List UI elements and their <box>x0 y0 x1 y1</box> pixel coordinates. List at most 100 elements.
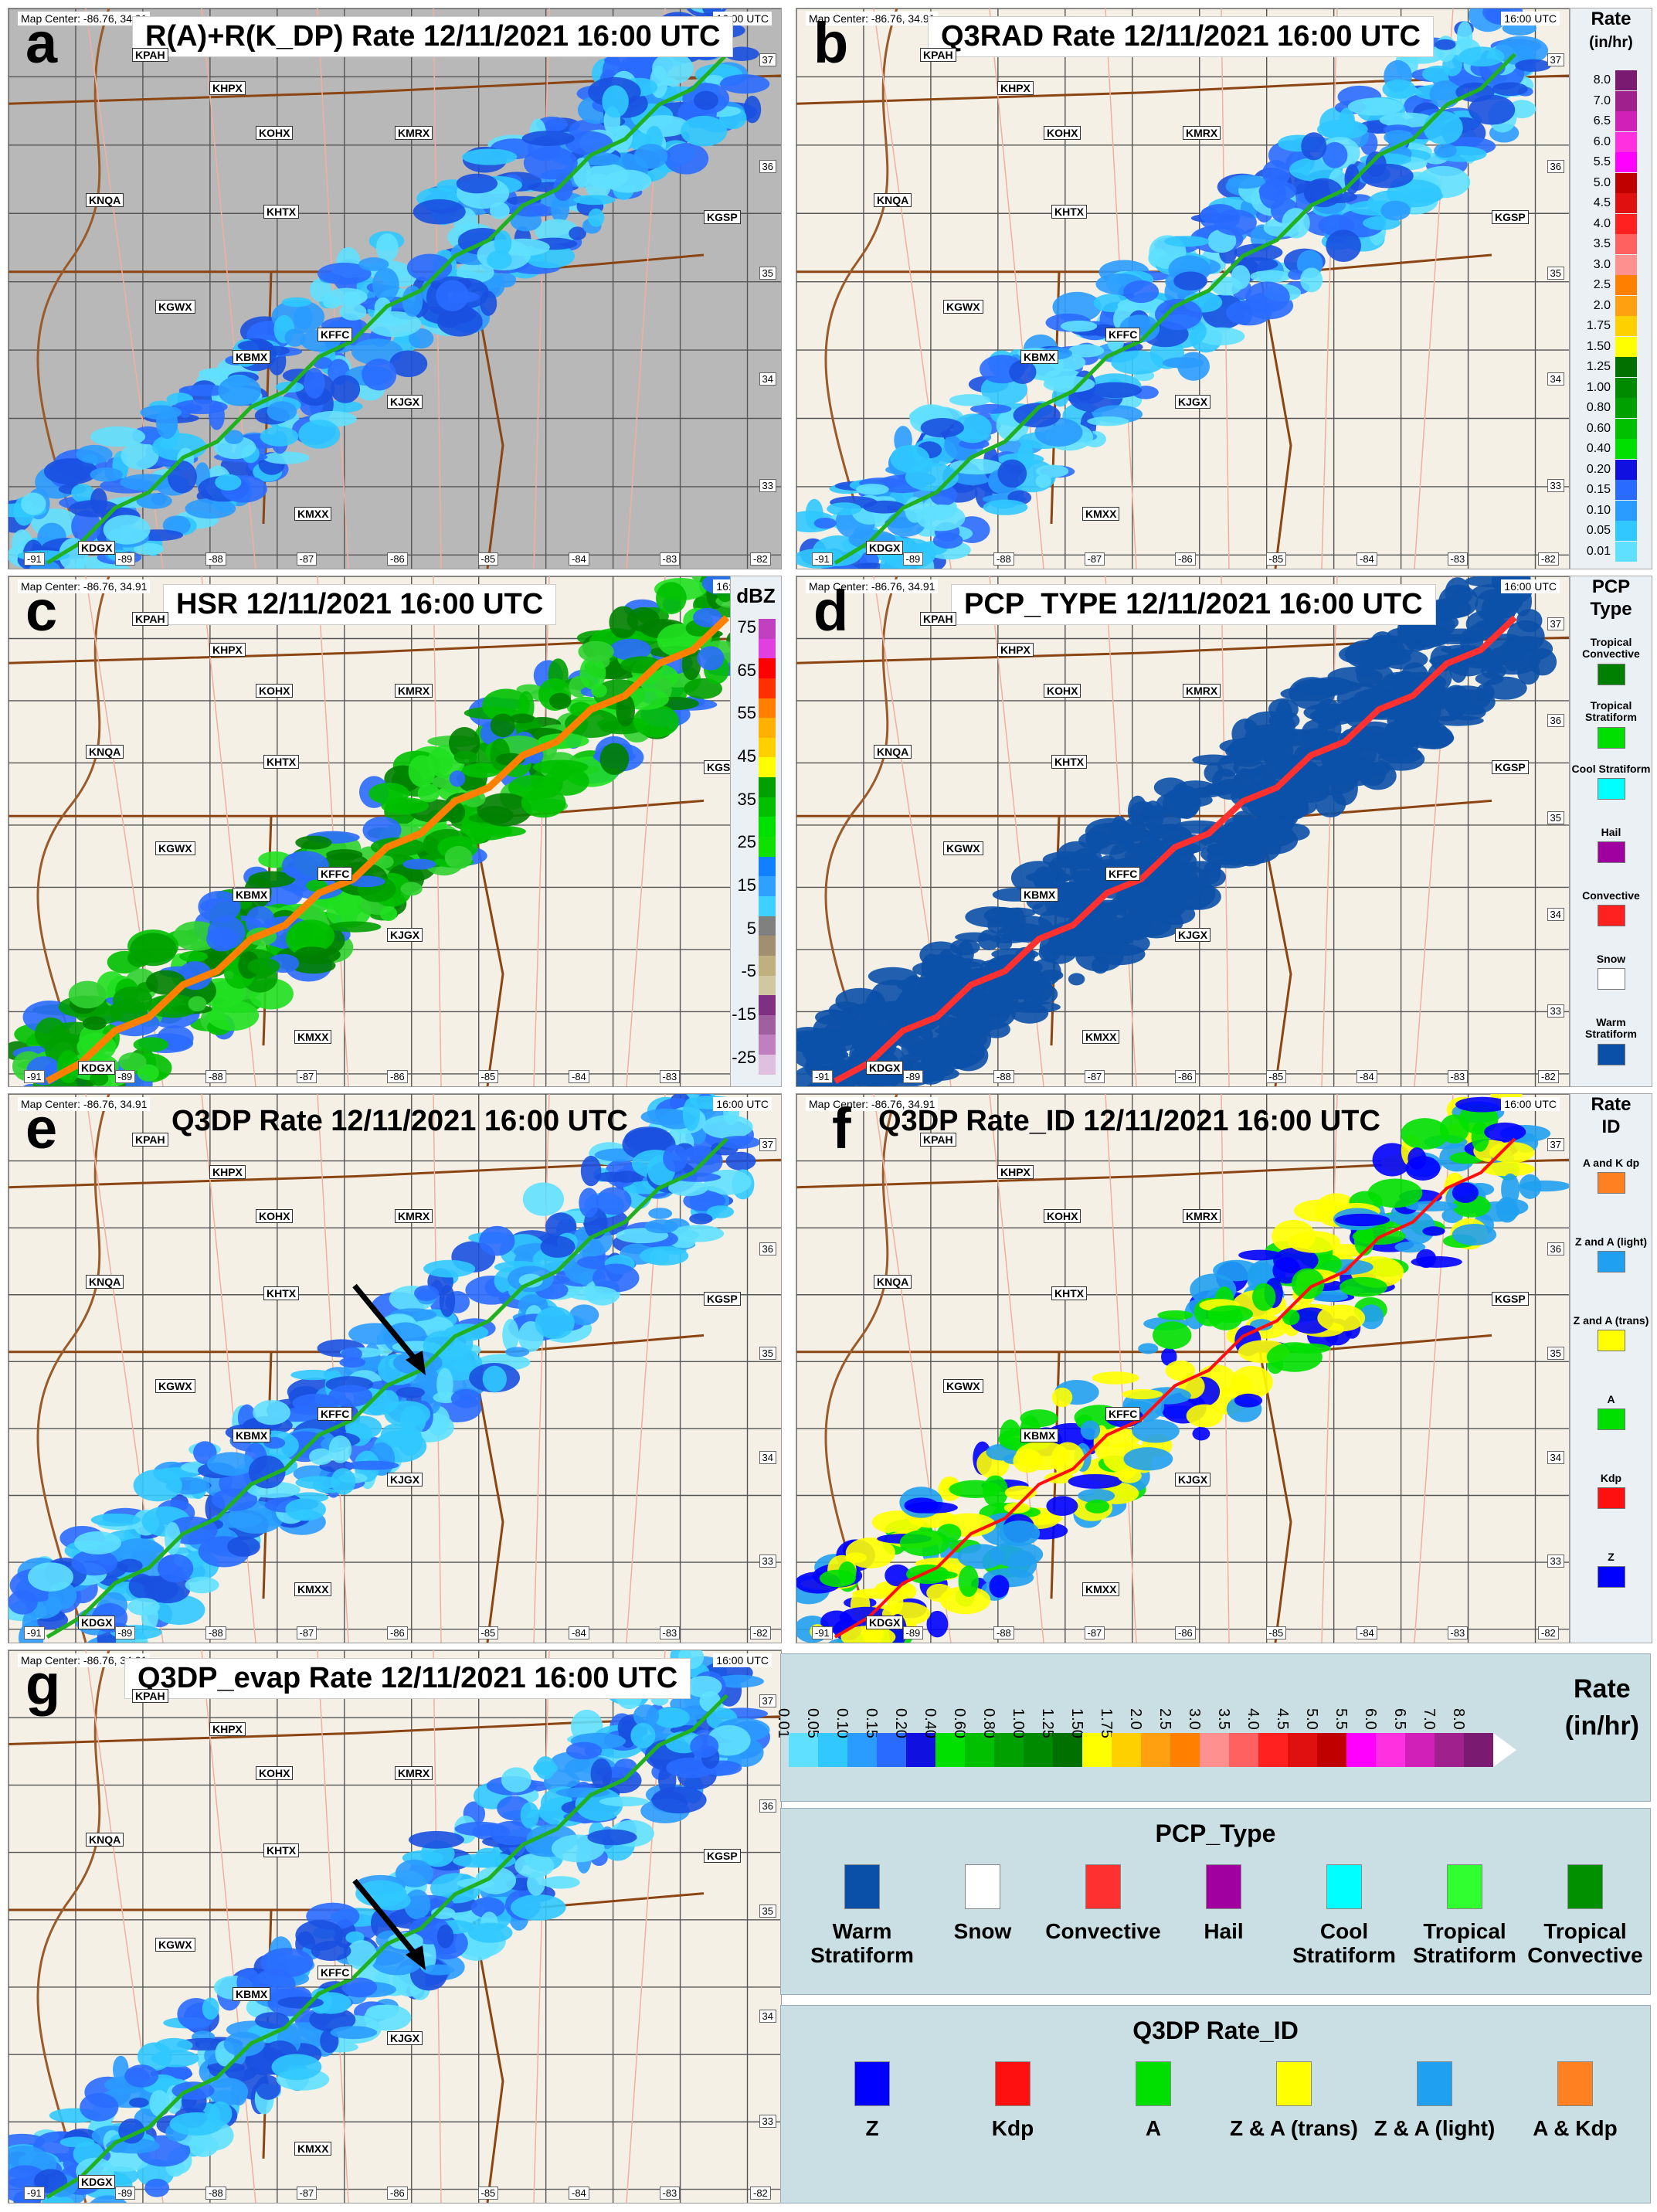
latitude-label: 33 <box>1547 479 1564 492</box>
precip-cell <box>930 1049 978 1070</box>
precip-cell <box>514 1853 555 1878</box>
map-b <box>796 8 1569 569</box>
precip-cell <box>953 413 992 443</box>
precip-cell <box>188 996 207 1012</box>
precip-cell <box>652 52 694 85</box>
precip-cell <box>1340 1276 1387 1297</box>
longitude-label: -84 <box>569 2187 589 2200</box>
precip-cell <box>1322 141 1348 168</box>
precip-cell <box>1392 712 1435 739</box>
radar-site-label: KFFC <box>317 1965 353 1979</box>
precip-cell <box>663 1144 688 1172</box>
precip-cell <box>1162 787 1201 819</box>
precip-cell <box>185 498 236 519</box>
big-legend-swatch <box>1206 1864 1241 1909</box>
panel-b: Map Center: -86.76, 34.91 16:00 UTC b Q3… <box>796 8 1570 569</box>
precip-cell <box>213 436 256 460</box>
rate-legend-entry: 1.50 <box>1577 335 1637 358</box>
precip-cell <box>707 1205 735 1218</box>
precip-cell <box>439 1284 456 1317</box>
legend-category: Cool Stratiform <box>1570 763 1652 800</box>
river-line <box>36 1094 110 1643</box>
precip-cell <box>480 291 497 316</box>
latitude-label: 35 <box>1547 810 1564 824</box>
dbz-color-step <box>759 895 776 916</box>
precip-cell <box>1088 382 1143 399</box>
precip-cell <box>1303 178 1343 208</box>
big-pcp-legend-title: PCP_Type <box>1155 1820 1276 1847</box>
big-legend-label: Kdp <box>991 2116 1034 2140</box>
map-d <box>796 576 1569 1086</box>
precip-cell <box>1069 853 1106 887</box>
radar-site-label: KHPX <box>997 1165 1034 1180</box>
precip-cell <box>263 451 310 464</box>
big-legend-label: Tropical Convective <box>1527 1919 1643 1967</box>
map-center-label: Map Center: -86.76, 34.91 <box>18 579 151 593</box>
precip-cell <box>144 2178 170 2197</box>
latitude-label: 35 <box>759 1346 776 1360</box>
radar-site-label: KGSP <box>704 1849 741 1864</box>
radar-site-label: KFFC <box>1105 867 1141 882</box>
big-legend-label: Snow <box>953 1919 1012 1943</box>
big-legend-swatch <box>854 2061 890 2106</box>
convective-line <box>834 53 1516 565</box>
radar-site-label: KMRX <box>395 1766 433 1781</box>
latitude-label: 35 <box>1547 266 1564 280</box>
rate-legend-swatch <box>1615 213 1637 234</box>
big-rate-legend-swatch <box>1200 1733 1229 1767</box>
precip-cell <box>462 148 518 165</box>
legend-category-label: Cool Stratiform <box>1571 763 1651 775</box>
longitude-label: -89 <box>114 1626 136 1639</box>
longitude-label: -85 <box>1265 1626 1287 1639</box>
precip-cell <box>90 426 146 447</box>
legend-category: A and K dp <box>1570 1157 1652 1194</box>
big-legend-swatch <box>1136 2061 1171 2106</box>
precip-cell <box>133 1469 182 1502</box>
radar-site-label: KMXX <box>294 1030 332 1045</box>
precip-cell <box>157 1554 194 1583</box>
precip-cell <box>223 2031 265 2057</box>
big-rate-legend-swatch <box>965 1733 994 1767</box>
rate-id-legend-vertical: Rate ID A and K dp Z and A (light) Z and A … <box>1570 1093 1652 1643</box>
precip-cell <box>351 338 403 365</box>
radar-site-label: KBMX <box>233 350 271 365</box>
road-line <box>533 1650 550 2203</box>
precip-cell <box>1407 1147 1427 1170</box>
precip-cell <box>298 420 341 449</box>
precip-cell <box>719 74 770 94</box>
longitude-label: -82 <box>1538 1626 1559 1639</box>
big-rate-legend-label: 7.0 <box>1421 1708 1438 1730</box>
precip-cell <box>1258 180 1297 202</box>
precip-cell <box>448 727 480 759</box>
panel-title-g: Q3DP_evap Rate 12/11/2021 16:00 UTC <box>124 1658 691 1699</box>
panel-letter-g: g <box>25 1653 61 1717</box>
legend-category-label: Convective <box>1582 889 1640 902</box>
precip-cell <box>1157 1310 1194 1320</box>
rate-legend-label: 5.5 <box>1593 155 1611 168</box>
map-f <box>796 1094 1569 1643</box>
radar-site-label: KNQA <box>874 744 912 759</box>
precip-cell <box>317 263 372 285</box>
precip-cell <box>565 708 620 739</box>
precip-cell <box>260 1948 314 1978</box>
radar-site-label: KDGX <box>78 1615 116 1629</box>
big-legend-label: Convective <box>1045 1919 1161 1943</box>
radar-site-label: KOHX <box>256 1209 294 1224</box>
precip-cell <box>1379 112 1435 128</box>
precip-cell <box>553 175 573 202</box>
precip-cell <box>593 1263 640 1293</box>
latitude-label: 34 <box>1547 372 1564 386</box>
precip-cell <box>490 1820 533 1846</box>
radar-site-label: KJGX <box>1175 1472 1211 1487</box>
big-legend-label: Hail <box>1204 1919 1244 1943</box>
precip-cell <box>521 787 566 818</box>
radar-site-label: KMXX <box>294 507 332 522</box>
precip-cell <box>1338 644 1388 665</box>
big-legend-label: Tropical Stratiform <box>1413 1919 1516 1967</box>
legend-category-label: Snow <box>1596 953 1626 965</box>
precip-cell <box>218 375 261 406</box>
precip-cell <box>399 1405 426 1435</box>
radar-site-label: KOHX <box>1044 1209 1081 1224</box>
dbz-legend-label: 55 <box>737 703 756 723</box>
time-label: 16:00 UTC <box>713 1097 772 1111</box>
